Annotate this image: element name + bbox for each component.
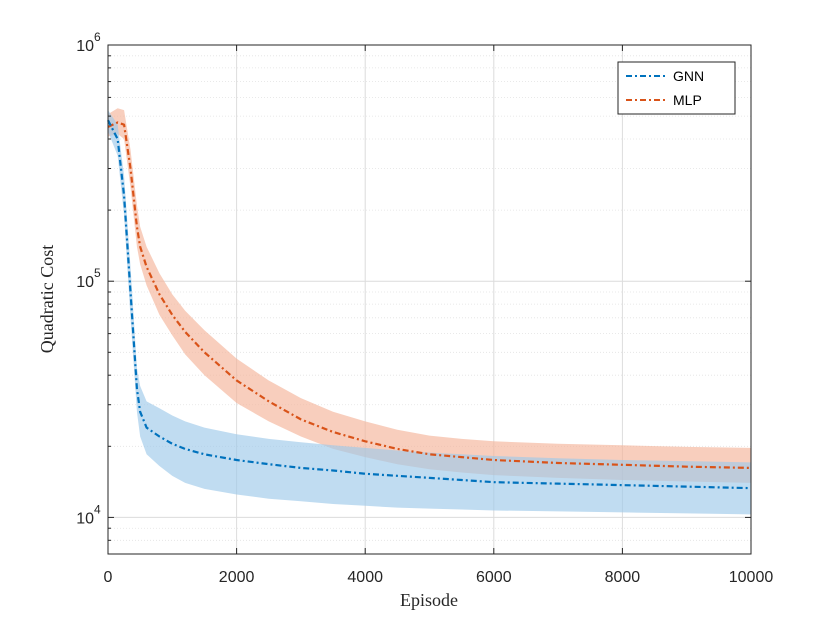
y-tick-label: 10	[76, 274, 94, 291]
x-tick-label: 10000	[729, 569, 774, 586]
confidence-bands	[108, 108, 751, 515]
y-tick-label: 10	[76, 510, 94, 527]
legend-label-gnn: GNN	[673, 68, 704, 84]
x-tick-label: 6000	[476, 569, 512, 586]
series-lines	[107, 119, 752, 490]
y-tick-exponent: 4	[94, 502, 101, 516]
plot-frame	[107, 44, 752, 555]
y-tick-exponent: 6	[94, 30, 101, 44]
band-mlp	[108, 108, 751, 483]
y-tick-label: 10	[76, 38, 94, 55]
y-tick-exponent: 5	[94, 266, 101, 280]
x-axis-label: Episode	[400, 590, 458, 610]
legend-label-mlp: MLP	[673, 92, 702, 108]
x-tick-label: 8000	[605, 569, 641, 586]
x-tick-label: 0	[104, 569, 113, 586]
legend: GNN MLP	[617, 61, 736, 115]
legend-box	[617, 61, 736, 115]
x-tick-label: 4000	[347, 569, 383, 586]
y-axis-label: Quadratic Cost	[37, 245, 57, 353]
band-gnn	[108, 110, 751, 515]
series-line-gnn	[107, 119, 752, 490]
x-axis-ticks: 0 2000 4000 6000 8000 10000	[104, 45, 774, 586]
series-line-mlp	[107, 121, 752, 470]
x-tick-label: 2000	[219, 569, 255, 586]
